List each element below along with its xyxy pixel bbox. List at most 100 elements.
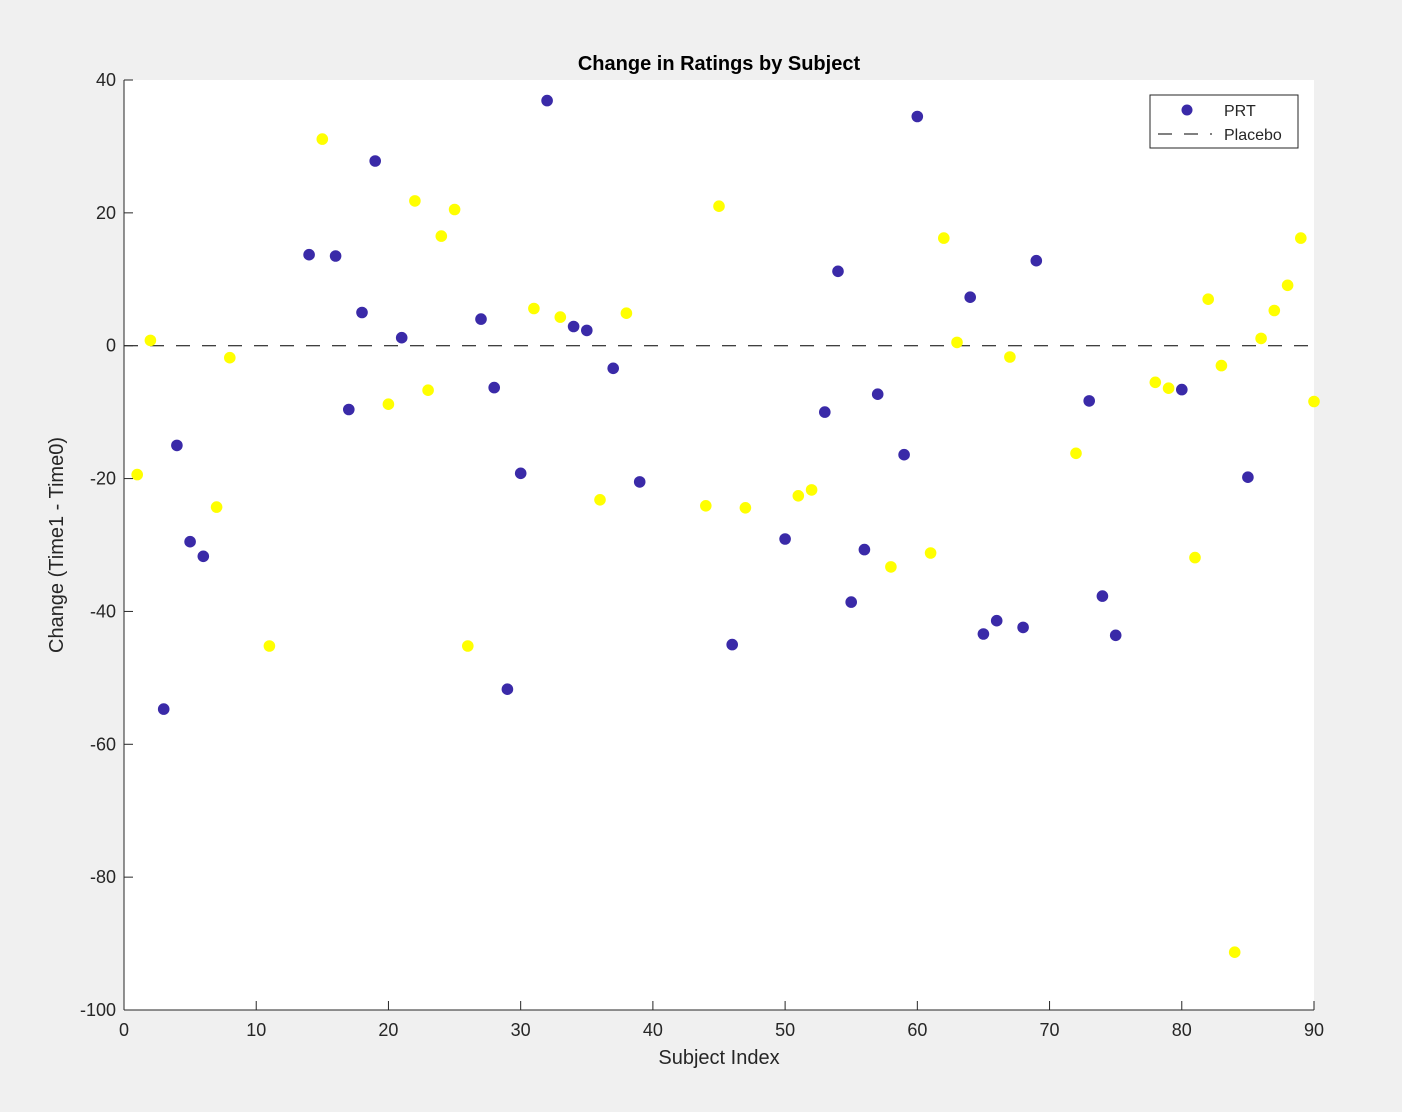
x-tick-label: 10: [246, 1020, 266, 1040]
y-tick-label: -60: [90, 734, 116, 754]
prt-point: [898, 448, 910, 461]
prt-point: [1109, 629, 1122, 642]
prt-point: [819, 406, 831, 418]
yellow-point: [620, 307, 633, 320]
prt-point: [197, 550, 210, 563]
yellow-point: [594, 494, 606, 506]
legend-label-placebo: Placebo: [1224, 127, 1282, 144]
prt-point: [779, 533, 791, 545]
yellow-point: [1070, 447, 1082, 460]
yellow-point: [885, 561, 897, 573]
yellow-point: [1162, 382, 1175, 395]
prt-point: [488, 381, 501, 394]
prt-point: [541, 94, 553, 107]
yellow-point: [409, 195, 421, 207]
yellow-point: [1215, 359, 1228, 372]
prt-point: [501, 683, 514, 695]
x-tick-label: 40: [643, 1020, 663, 1040]
x-tick-label: 50: [775, 1020, 795, 1040]
prt-point: [581, 324, 593, 337]
prt-point: [1242, 471, 1254, 484]
yellow-point: [951, 336, 963, 349]
yellow-point: [924, 547, 937, 559]
yellow-point: [700, 500, 712, 512]
prt-point: [977, 628, 990, 640]
prt-point: [567, 320, 580, 333]
yellow-point: [713, 200, 725, 212]
prt-point: [990, 614, 1003, 627]
yellow-point: [210, 501, 223, 513]
y-tick-label: 0: [106, 336, 116, 356]
yellow-point: [224, 351, 236, 364]
prt-point: [964, 291, 976, 304]
yellow-point: [554, 311, 567, 323]
yellow-point: [422, 384, 434, 397]
yellow-point: [805, 484, 818, 496]
prt-point: [514, 467, 527, 480]
x-tick-label: 20: [378, 1020, 398, 1040]
prt-point: [329, 250, 342, 262]
prt-point: [832, 265, 844, 278]
prt-point: [1096, 590, 1109, 602]
prt-point: [356, 306, 368, 319]
prt-point: [1083, 395, 1095, 407]
prt-point: [369, 155, 382, 167]
yellow-point: [1004, 351, 1016, 363]
y-tick-label: -80: [90, 867, 116, 887]
yellow-point: [462, 640, 474, 652]
x-tick-label: 80: [1172, 1020, 1192, 1040]
prt-point: [871, 388, 884, 401]
prt-point: [157, 703, 170, 715]
yellow-point: [382, 398, 395, 411]
prt-point: [475, 313, 487, 325]
axes: [123, 80, 1314, 1011]
x-ticks: 0 10 20 30 40 50 60 70 80 90: [119, 1001, 1324, 1040]
y-tick-label: 20: [96, 203, 116, 223]
yellow-point: [1189, 551, 1201, 564]
x-tick-label: 70: [1040, 1020, 1060, 1040]
yellow-point: [435, 230, 448, 242]
prt-point: [1176, 383, 1188, 396]
plot-area: [124, 80, 1314, 1010]
x-tick-label: 60: [907, 1020, 927, 1040]
yellow-point: [1228, 946, 1241, 958]
y-tick-label: -20: [90, 469, 116, 489]
x-tick-label: 0: [119, 1020, 129, 1040]
prt-point: [845, 596, 857, 608]
data-points: [131, 94, 1320, 958]
yellow-point: [448, 203, 461, 216]
y-tick-label: 40: [96, 70, 116, 90]
yellow-point: [1308, 395, 1320, 408]
yellow-point: [1268, 304, 1281, 317]
prt-point: [607, 362, 619, 375]
prt-point: [633, 476, 646, 488]
yellow-point: [1202, 293, 1214, 306]
prt-point: [726, 638, 738, 651]
yellow-point: [792, 490, 805, 502]
y-tick-label: -40: [90, 601, 116, 621]
yellow-point: [739, 502, 752, 514]
prt-point: [343, 403, 355, 416]
prt-point: [395, 331, 408, 344]
prt-point: [858, 543, 871, 556]
chart-title: Change in Ratings by Subject: [578, 53, 861, 75]
prt-point: [184, 535, 196, 548]
yellow-point: [263, 640, 276, 652]
yellow-point: [144, 334, 157, 347]
x-tick-label: 30: [511, 1020, 531, 1040]
legend-label-prt: PRT: [1224, 103, 1256, 120]
yellow-point: [1255, 332, 1267, 345]
yellow-point: [316, 133, 329, 145]
yellow-point: [1281, 279, 1294, 292]
legend: PRT Placebo: [1149, 94, 1299, 149]
prt-point: [911, 110, 924, 123]
y-axis-label: Change (Time1 - Time0): [46, 437, 68, 653]
yellow-point: [938, 232, 950, 244]
yellow-point: [131, 468, 143, 481]
prt-point: [171, 439, 183, 452]
prt-point: [303, 248, 315, 261]
prt-point: [1030, 254, 1043, 267]
yellow-point: [528, 302, 540, 315]
prt-point: [1017, 621, 1029, 634]
